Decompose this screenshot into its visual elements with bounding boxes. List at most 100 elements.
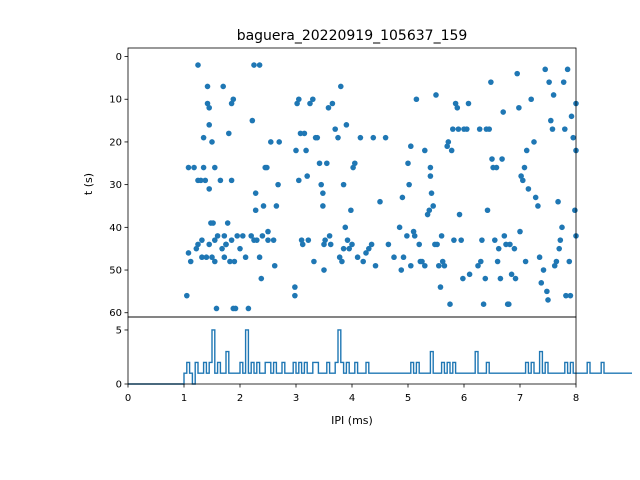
bottom-y-tick-label: 0 [116, 380, 122, 391]
scatter-point [199, 254, 205, 261]
scatter-point [203, 254, 210, 261]
scatter-point [567, 292, 574, 299]
scatter-point [480, 301, 487, 307]
scatter-point [476, 126, 483, 132]
scatter-point [460, 275, 466, 282]
scatter-point [268, 139, 274, 145]
scatter-point [419, 258, 425, 265]
scatter-point [212, 258, 218, 265]
scatter-point [557, 237, 564, 243]
scatter-point [484, 207, 491, 214]
scatter-point [428, 190, 435, 196]
scatter-point [318, 181, 325, 188]
scatter-point [439, 258, 446, 265]
scatter-point [545, 297, 551, 303]
scatter-point [185, 250, 192, 256]
scatter-point [296, 177, 302, 184]
scatter-series [184, 62, 579, 312]
scatter-point [350, 164, 356, 171]
bottom-x-tick-label: 3 [293, 393, 299, 404]
scatter-point [221, 233, 228, 239]
scatter-point [206, 122, 212, 128]
scatter-point [292, 284, 298, 290]
scatter-point [193, 245, 200, 252]
scatter-point [234, 233, 240, 239]
scatter-point [370, 134, 377, 141]
scatter-point [256, 62, 263, 68]
scatter-point [532, 194, 539, 201]
bottom-x-tick-label: 1 [181, 393, 187, 404]
scatter-point [488, 79, 494, 85]
scatter-point [525, 186, 532, 192]
top-y-tick-label: 0 [116, 52, 122, 63]
scatter-point [400, 254, 407, 261]
scatter-point [521, 164, 528, 171]
scatter-point [200, 134, 207, 141]
scatter-point [404, 233, 410, 239]
scatter-point [316, 160, 323, 167]
scatter-point [206, 104, 212, 111]
scatter-point [212, 237, 218, 243]
scatter-point [259, 233, 266, 239]
scatter-point [452, 100, 459, 107]
histogram-series-line [128, 329, 632, 385]
scatter-point [503, 241, 509, 248]
scatter-point [198, 177, 204, 184]
scatter-point [220, 83, 226, 90]
scatter-point [411, 233, 418, 239]
scatter-point [559, 224, 565, 231]
scatter-point [548, 117, 554, 124]
scatter-point [343, 122, 350, 128]
bottom-x-tick-label: 6 [461, 393, 467, 404]
scatter-point [542, 66, 548, 73]
scatter-point [187, 258, 194, 265]
scatter-point [348, 207, 354, 214]
scatter-point [228, 237, 235, 243]
scatter-point [466, 271, 473, 278]
scatter-point [479, 237, 485, 243]
scatter-point [199, 237, 205, 243]
scatter-point [368, 241, 375, 248]
scatter-point [219, 245, 225, 252]
scatter-point [271, 262, 278, 269]
scatter-point [520, 177, 526, 184]
scatter-point [204, 83, 211, 90]
scatter-point [357, 134, 364, 141]
bottom-plot-frame [127, 316, 577, 385]
scatter-point [566, 258, 573, 265]
scatter-point [399, 194, 406, 201]
scatter-point [332, 126, 339, 132]
scatter-point [512, 275, 519, 282]
scatter-point [437, 284, 444, 290]
scatter-point [536, 254, 543, 261]
scatter-point [363, 250, 369, 256]
scatter-point [314, 134, 321, 141]
scatter-point [311, 258, 317, 265]
scatter-point [455, 126, 462, 132]
top-y-axis-label: t (s) [82, 173, 95, 195]
scatter-point [434, 241, 440, 248]
bottom-x-axis-ticks: 0 1 2 3 4 5 6 7 8 [125, 384, 579, 404]
scatter-point [293, 147, 299, 154]
scatter-point [518, 173, 524, 179]
scatter-point [562, 126, 568, 132]
scatter-point [550, 92, 557, 98]
scatter-point [265, 228, 271, 235]
scatter-point [517, 228, 523, 235]
scatter-point [326, 233, 333, 239]
scatter-point [528, 96, 534, 103]
bottom-x-tick-label: 4 [349, 393, 355, 404]
scatter-point [433, 92, 439, 98]
scatter-point [270, 237, 277, 243]
scatter-point [377, 198, 383, 205]
scatter-point [486, 126, 493, 132]
scatter-point [265, 237, 271, 243]
scatter-point [195, 241, 201, 248]
scatter-point [298, 237, 305, 243]
scatter-point [482, 275, 489, 282]
scatter-point [454, 104, 461, 111]
scatter-point [489, 156, 495, 162]
top-plot-frame [127, 47, 577, 318]
scatter-point [228, 100, 235, 107]
scatter-point [511, 245, 518, 252]
